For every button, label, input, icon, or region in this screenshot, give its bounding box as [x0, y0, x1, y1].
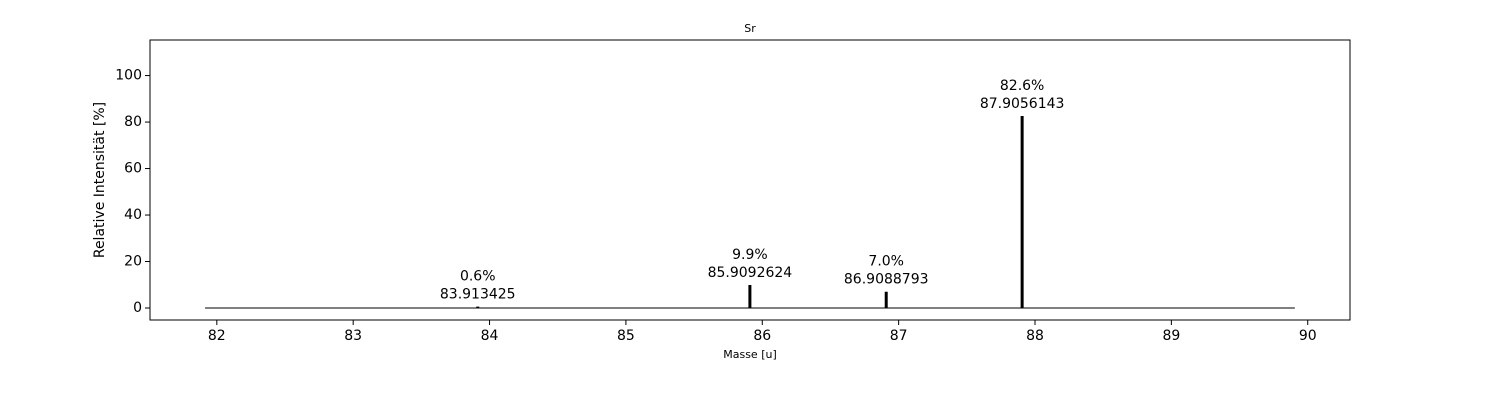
plot-frame	[149, 39, 1351, 321]
y-tick-label: 0	[133, 300, 142, 316]
x-tick-label: 82	[208, 328, 226, 344]
mass-label: 86.9088793	[844, 272, 929, 288]
x-tick-label: 87	[890, 328, 908, 344]
x-axis-label: Masse [u]	[723, 348, 777, 361]
y-tick-label: 40	[124, 207, 142, 223]
y-tick-label: 60	[124, 161, 142, 177]
x-tick-label: 90	[1299, 328, 1317, 344]
x-tick-label: 84	[481, 328, 499, 344]
y-tick-label: 80	[124, 114, 142, 130]
x-tick-label: 85	[617, 328, 635, 344]
value-label: 7.0%	[868, 254, 904, 270]
x-tick-label: 89	[1162, 328, 1180, 344]
value-label: 9.9%	[732, 247, 768, 263]
value-label: 0.6%	[460, 269, 496, 285]
mass-label: 85.9092624	[708, 265, 793, 281]
x-tick-label: 86	[753, 328, 771, 344]
x-tick-label: 83	[344, 328, 362, 344]
y-tick-label: 20	[124, 254, 142, 270]
mass-label: 83.913425	[440, 287, 516, 303]
x-tick-label: 88	[1026, 328, 1044, 344]
value-label: 82.6%	[1000, 78, 1044, 94]
y-tick-label: 100	[115, 68, 142, 84]
y-axis-label: Relative Intensität [%]	[92, 102, 108, 258]
chart-title: Sr	[744, 22, 756, 35]
mass-label: 87.9056143	[980, 96, 1065, 112]
